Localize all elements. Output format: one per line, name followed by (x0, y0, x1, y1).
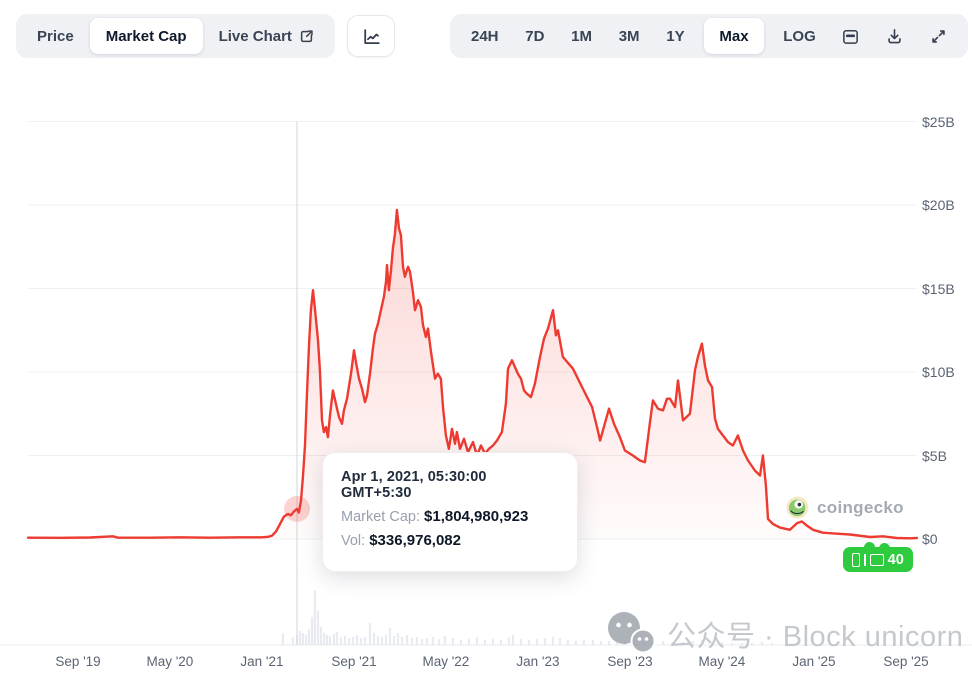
range-1m-button[interactable]: 1M (564, 18, 599, 54)
tab-price[interactable]: Price (21, 18, 90, 54)
badge-count: 40 (887, 551, 904, 568)
badge-divider (864, 553, 866, 566)
log-scale-button[interactable]: LOG (776, 18, 823, 54)
range-24h-button[interactable]: 24H (464, 18, 506, 54)
tab-market-cap[interactable]: Market Cap (89, 18, 203, 54)
tab-live-chart-label: Live Chart (218, 27, 292, 45)
range-max-button[interactable]: Max (704, 18, 764, 54)
x-axis-label: Sep '21 (331, 654, 377, 669)
wechat-icon (608, 612, 656, 654)
coingecko-watermark: coingecko (786, 496, 904, 519)
calendar-icon (843, 29, 859, 44)
chart-tooltip: Apr 1, 2021, 05:30:00 GMT+5:30 Market Ca… (322, 452, 578, 572)
x-axis-label: May '24 (698, 654, 746, 669)
reaction-badge[interactable]: 40 (843, 542, 913, 572)
x-axis-label: Jan '23 (516, 654, 560, 669)
y-axis-label: $10B (922, 364, 955, 380)
phone-icon (852, 552, 861, 567)
range-1y-button[interactable]: 1Y (659, 18, 691, 54)
wechat-watermark-label: 公众号 · Block unicorn (667, 621, 964, 653)
range-7d-button[interactable]: 7D (518, 18, 551, 54)
x-axis-label: May '20 (146, 654, 194, 669)
coingecko-logo-icon (786, 496, 809, 519)
y-axis-label: $0 (922, 531, 938, 547)
fullscreen-icon (932, 29, 945, 43)
y-axis-label: $5B (922, 447, 947, 464)
y-axis-label: $15B (922, 280, 955, 297)
x-axis-label: Sep '19 (55, 654, 101, 669)
coingecko-watermark-label: coingecko (817, 497, 904, 517)
range-toolbar: 24H 7D 1M 3M 1Y Max LOG (450, 14, 968, 58)
tooltip-market-cap-label: Market Cap: (341, 509, 420, 525)
line-chart-icon (363, 28, 380, 44)
x-axis-label: Jan '21 (240, 654, 284, 669)
calendar-button[interactable] (835, 18, 866, 54)
chart-type-toolbar: Price Market Cap Live Chart (16, 14, 335, 58)
x-axis-label: Sep '23 (607, 654, 653, 669)
y-axis-label: $25B (922, 113, 955, 130)
external-link-icon (300, 29, 313, 42)
chart-style-button[interactable] (347, 15, 395, 57)
tab-live-chart[interactable]: Live Chart (203, 18, 330, 54)
card-icon (869, 553, 884, 566)
y-axis-label: $20B (922, 197, 955, 213)
x-axis-label: Jan '25 (792, 654, 836, 669)
range-3m-button[interactable]: 3M (612, 18, 647, 54)
wechat-watermark: 公众号 · Block unicorn (604, 610, 963, 658)
download-icon (888, 28, 901, 43)
x-axis-label: May '22 (422, 654, 470, 669)
tooltip-market-cap-value: $1,804,980,923 (424, 508, 529, 525)
fullscreen-button[interactable] (923, 18, 954, 54)
tooltip-vol-label: Vol: (341, 533, 366, 549)
x-axis-label: Sep '25 (883, 654, 929, 669)
tooltip-date: Apr 1, 2021, 05:30:00 GMT+5:30 (341, 469, 487, 501)
download-button[interactable] (879, 18, 910, 54)
tooltip-vol-value: $336,976,082 (369, 532, 461, 549)
